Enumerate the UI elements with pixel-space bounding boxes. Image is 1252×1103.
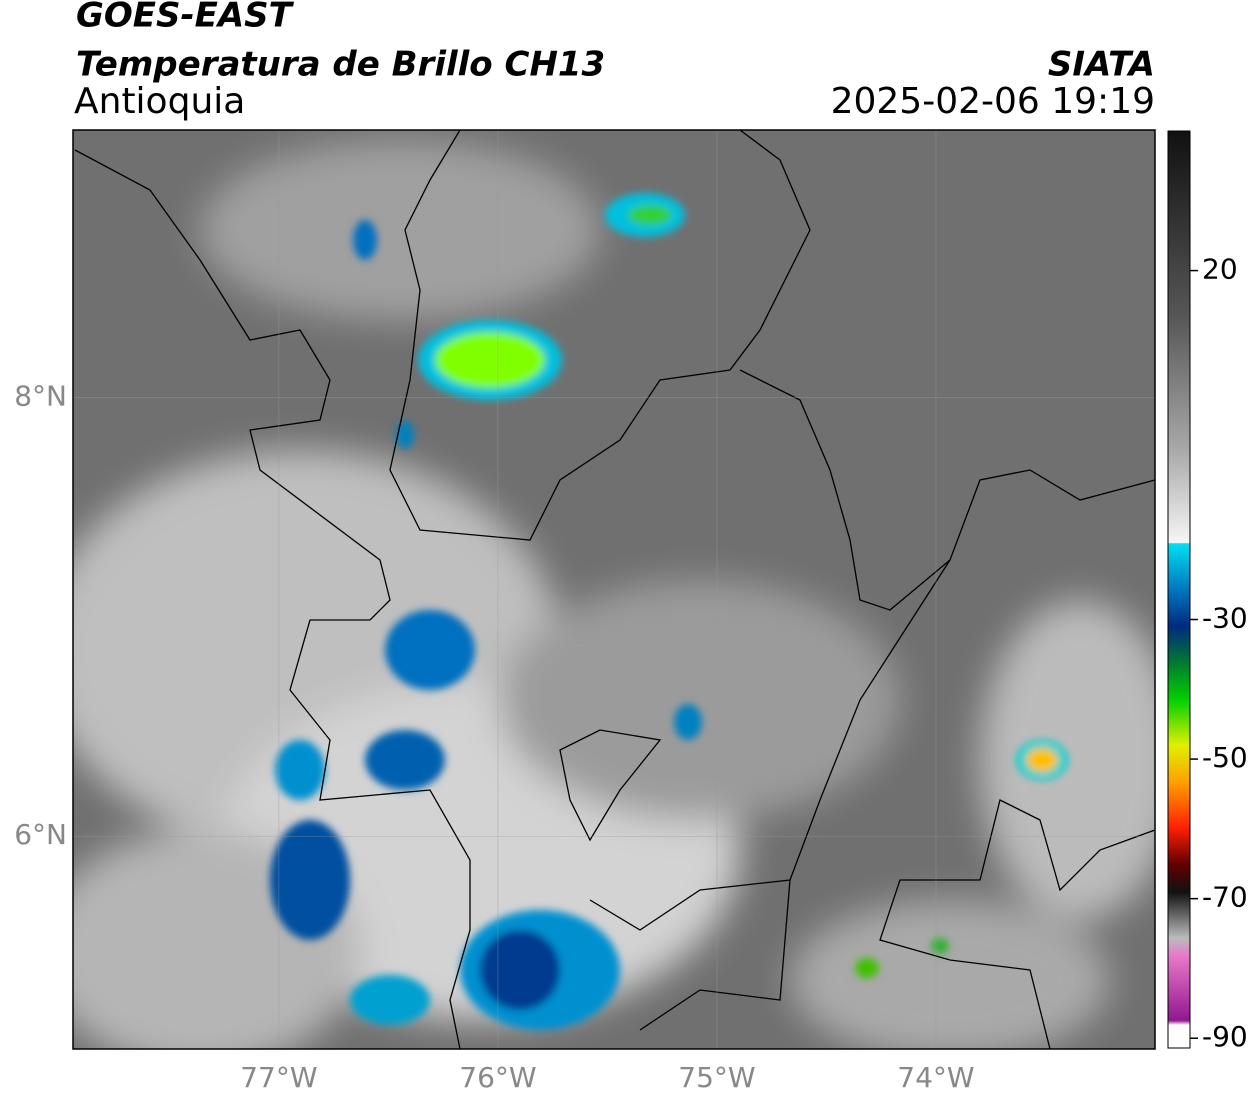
satellite: GOES-EAST — [76, 0, 295, 36]
lon-tick-label: 74°W — [897, 1061, 974, 1094]
source: SIATA — [1048, 45, 1155, 85]
colorbar-tick-label: -90 — [1202, 1020, 1248, 1053]
colorbar — [1167, 130, 1191, 1049]
colorbar-tick-label: -70 — [1202, 881, 1248, 914]
datetime: 2025-02-06 19:19 — [831, 81, 1155, 122]
colorbar-tick-label: -30 — [1202, 602, 1248, 635]
map-frame — [72, 129, 1156, 1050]
lon-tick-label: 75°W — [678, 1061, 755, 1094]
product: Temperatura de Brillo CH13 — [76, 45, 605, 85]
lat-tick-label: 8°N — [14, 380, 67, 413]
colorbar-tick-label: -50 — [1202, 741, 1248, 774]
region: Antioquia — [74, 81, 245, 122]
lon-tick-label: 77°W — [240, 1061, 317, 1094]
labels: 77°W 76°W 75°W 74°W 8°N 6°N 20 -30 -50 -70 -90 — [14, 253, 1248, 1094]
colorbar-tick-label: 20 — [1202, 253, 1238, 286]
lon-tick-label: 76°W — [459, 1061, 536, 1094]
lat-tick-label: 6°N — [14, 818, 67, 851]
imagery — [73, 130, 1155, 1049]
graticule — [73, 130, 1155, 1049]
